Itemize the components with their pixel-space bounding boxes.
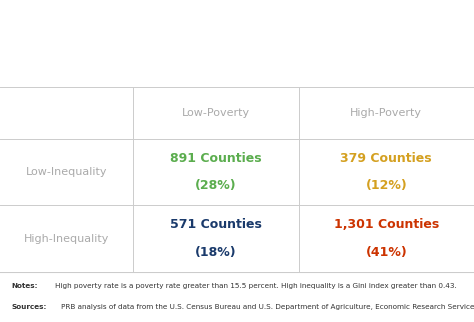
Text: (12%): (12%) <box>365 179 407 193</box>
Text: In 2010-2014 More Counties in the United States Are: In 2010-2014 More Counties in the United… <box>14 21 386 34</box>
Text: 379 Counties: 379 Counties <box>340 152 432 165</box>
Text: (28%): (28%) <box>195 179 237 193</box>
Text: (18%): (18%) <box>195 246 237 259</box>
Text: PRB analysis of data from the U.S. Census Bureau and U.S. Department of Agricult: PRB analysis of data from the U.S. Censu… <box>61 304 474 310</box>
Text: (41%): (41%) <box>365 246 407 259</box>
Text: High-Poverty: High-Poverty <box>350 108 422 118</box>
Text: High-Inequality, High-Poverty, Than Low-Inequality, Low-Poverty: High-Inequality, High-Poverty, Than Low-… <box>14 58 468 71</box>
Text: 891 Counties: 891 Counties <box>170 152 262 165</box>
Text: Sources:: Sources: <box>12 304 47 310</box>
Text: Low-Poverty: Low-Poverty <box>182 108 250 118</box>
Text: Notes:: Notes: <box>12 283 38 289</box>
Text: High poverty rate is a poverty rate greater than 15.5 percent. High inequality i: High poverty rate is a poverty rate grea… <box>55 283 456 289</box>
Text: High-Inequality: High-Inequality <box>24 234 109 244</box>
Text: 1,301 Counties: 1,301 Counties <box>334 218 439 232</box>
Text: Low-Inequality: Low-Inequality <box>26 167 107 177</box>
Text: 571 Counties: 571 Counties <box>170 218 262 232</box>
